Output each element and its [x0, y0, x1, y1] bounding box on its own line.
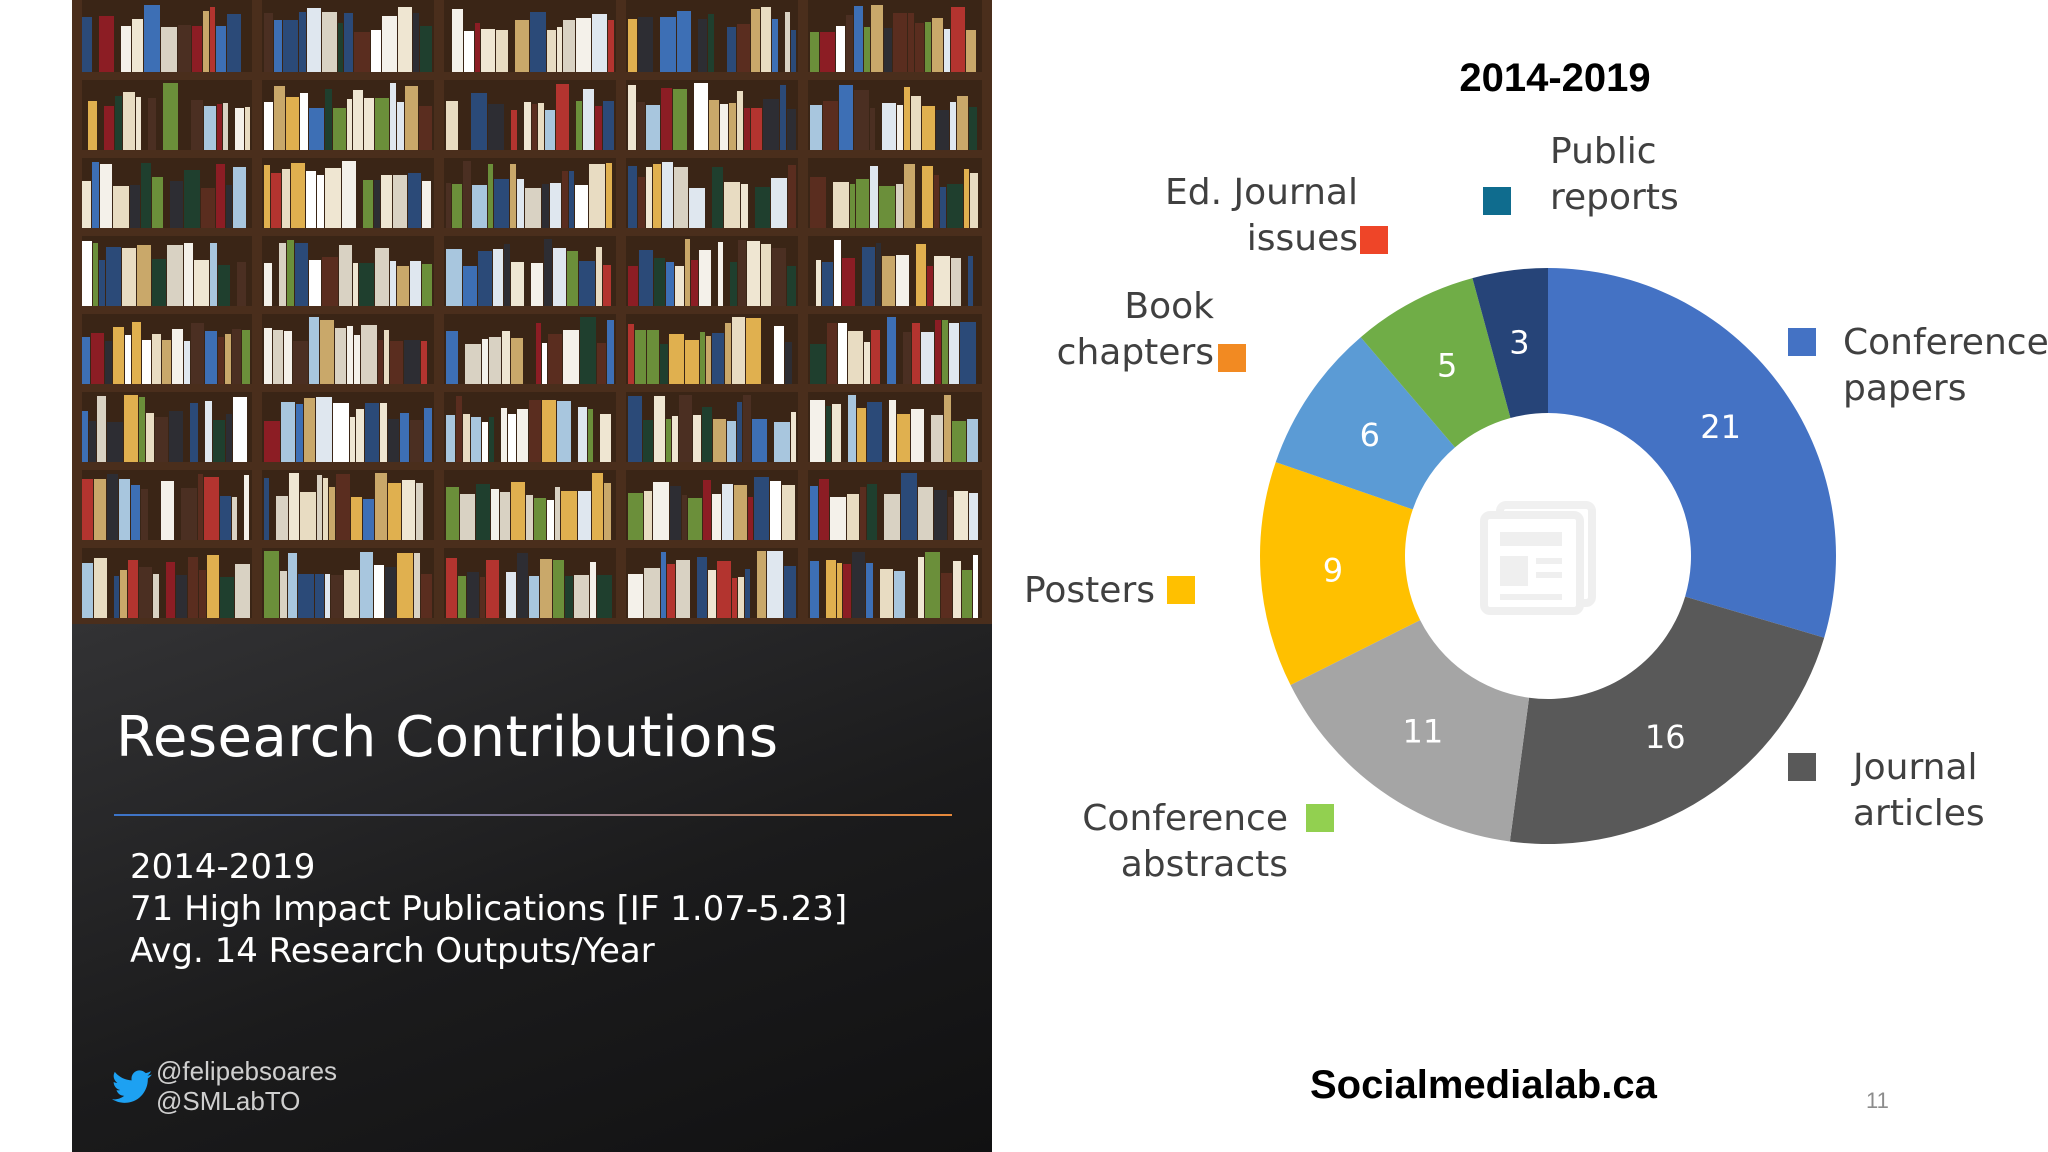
legend-label-book-chapters-2: chapters [1057, 332, 1214, 373]
title-divider [114, 814, 952, 816]
slice-ed-journal-issues [1360, 278, 1511, 448]
value-label-ed-journal-issues: 5 [1437, 347, 1457, 385]
legend-swatch-ed-journal-issues [1360, 226, 1388, 254]
legend-label-journal-articles-2: articles [1853, 793, 1985, 834]
value-labels: 21 16 11 9 6 5 3 [1323, 323, 1741, 755]
legend-label-conference-papers-1: Conference [1843, 322, 2048, 363]
legend-label-conference-papers-2: papers [1843, 368, 1966, 409]
value-label-journal-articles: 16 [1645, 718, 1686, 756]
legend-swatch-journal-articles [1788, 753, 1816, 781]
legend-label-public-reports-2: reports [1550, 177, 1679, 218]
summary-line-period: 2014-2019 [130, 847, 316, 887]
legend-label-conference-abstracts-1: Conference [1082, 798, 1288, 839]
slice-public-reports [1472, 268, 1548, 419]
slice-journal-articles [1509, 596, 1825, 844]
legend-swatch-public-reports [1483, 187, 1511, 215]
legend-swatch-posters [1167, 576, 1195, 604]
left-panel: Research Contributions 2014-2019 71 High… [72, 0, 992, 1152]
value-label-posters: 9 [1323, 551, 1343, 589]
donut-chart: 2014-2019 21 16 11 9 6 5 3 Conference papers Jou… [1024, 56, 2048, 885]
value-label-public-reports: 3 [1509, 323, 1529, 361]
legend-swatch-conference-papers [1788, 328, 1816, 356]
legend-label-conference-abstracts-2: abstracts [1121, 844, 1288, 885]
slice-book-chapters [1275, 337, 1456, 510]
slice-conference-papers [1548, 268, 1836, 638]
summary-text: 2014-2019 71 High Impact Publications [I… [130, 846, 847, 972]
twitter-bird-icon [112, 1070, 152, 1103]
value-label-conference-papers: 21 [1700, 408, 1741, 446]
slide-title: Research Contributions [116, 705, 779, 770]
summary-line-publications: 71 High Impact Publications [IF 1.07-5.2… [130, 889, 848, 929]
legend-label-public-reports-1: Public [1550, 131, 1657, 172]
donut-slices [1260, 268, 1836, 844]
slice-conference-abstracts [1290, 620, 1530, 842]
website-label: Socialmedialab.ca [1310, 1063, 1657, 1107]
legend-swatch-conference-abstracts [1306, 804, 1334, 832]
twitter-handle-lab: @SMLabTO [156, 1086, 301, 1116]
chart-title: 2014-2019 [1459, 56, 1650, 100]
slide-number: 11 [1866, 1088, 1889, 1113]
bookshelf-photo [72, 0, 992, 624]
summary-line-outputs: Avg. 14 Research Outputs/Year [130, 931, 655, 971]
legend-label-posters-1: Posters [1024, 570, 1155, 611]
legend-label-ed-journal-issues-1: Ed. Journal [1165, 172, 1358, 213]
legend-label-journal-articles-1: Journal [1851, 747, 1978, 788]
twitter-handle-personal: @felipebsoares [156, 1056, 338, 1086]
legend-label-book-chapters-1: Book [1124, 286, 1214, 327]
value-label-conference-abstracts: 11 [1403, 712, 1444, 750]
document-icon [1480, 501, 1596, 615]
value-label-book-chapters: 6 [1360, 416, 1380, 454]
slice-posters [1260, 462, 1421, 686]
title-panel [72, 624, 992, 1152]
legend-label-ed-journal-issues-2: issues [1247, 218, 1358, 259]
legend-swatch-book-chapters [1218, 344, 1246, 372]
chart-legend: Conference papers Journal articles Conferenc… [1024, 131, 2048, 885]
